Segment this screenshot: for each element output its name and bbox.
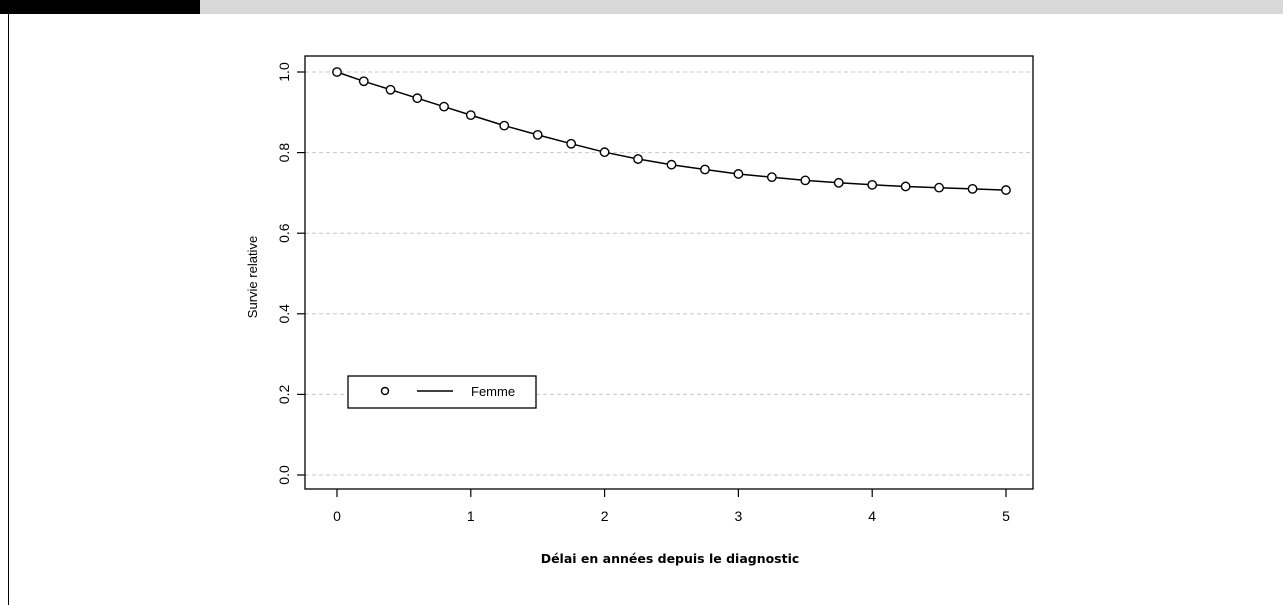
x-tick-label: 4 bbox=[868, 508, 876, 524]
data-point bbox=[358, 76, 369, 87]
y-tick-label: 0.2 bbox=[276, 384, 292, 404]
data-point bbox=[633, 154, 643, 164]
data-point bbox=[700, 164, 710, 175]
data-point bbox=[499, 120, 510, 131]
x-tick-label: 0 bbox=[333, 508, 341, 524]
data-point bbox=[800, 175, 811, 186]
page-left-border bbox=[8, 14, 9, 605]
data-point bbox=[412, 93, 423, 104]
series-line bbox=[336, 71, 1007, 191]
x-tick-label: 5 bbox=[1002, 508, 1010, 524]
data-point bbox=[766, 172, 777, 183]
data-point bbox=[385, 84, 396, 95]
data-point bbox=[465, 110, 476, 121]
data-point bbox=[967, 183, 978, 194]
header-black-block bbox=[0, 0, 200, 14]
grid-lines bbox=[305, 71, 1033, 476]
data-point bbox=[867, 179, 878, 190]
x-axis-label: Délai en années depuis le diagnostic bbox=[541, 551, 800, 566]
data-point bbox=[332, 67, 342, 77]
x-tick-label: 1 bbox=[467, 508, 475, 524]
data-point bbox=[900, 181, 911, 192]
data-point bbox=[532, 129, 543, 140]
legend-label: Femme bbox=[471, 384, 515, 399]
x-tick-label: 2 bbox=[601, 508, 609, 524]
y-axis-label: Survie relative bbox=[245, 236, 260, 318]
y-tick-label: 0.6 bbox=[276, 223, 292, 243]
series-layer bbox=[332, 67, 1011, 195]
y-tick-label: 0.8 bbox=[276, 143, 292, 163]
data-point bbox=[833, 177, 844, 188]
data-point bbox=[733, 169, 744, 179]
data-point bbox=[934, 182, 944, 193]
legend-box bbox=[347, 375, 537, 409]
data-point bbox=[439, 101, 449, 112]
y-tick-label: 0.0 bbox=[276, 465, 292, 485]
legend-marker bbox=[380, 386, 390, 396]
data-point bbox=[666, 159, 677, 170]
y-tick-label: 0.4 bbox=[276, 304, 292, 324]
axes: 0.0 0.2 0.4 0.6 0.8 1.0 0 1 2 3 4 5 bbox=[276, 62, 1010, 524]
x-tick-label: 3 bbox=[735, 508, 743, 524]
legend: Femme bbox=[347, 375, 537, 409]
header-gray-bar bbox=[200, 0, 1283, 14]
y-tick-label: 1.0 bbox=[276, 62, 292, 82]
data-point bbox=[1001, 185, 1011, 195]
plot-frame bbox=[304, 55, 1034, 490]
data-point bbox=[566, 138, 577, 149]
data-point bbox=[599, 147, 610, 158]
